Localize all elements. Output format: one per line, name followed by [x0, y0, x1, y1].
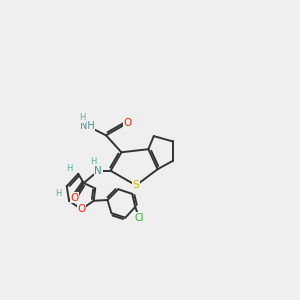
- Text: Cl: Cl: [134, 213, 144, 223]
- Text: O: O: [70, 193, 79, 203]
- Text: O: O: [123, 118, 132, 128]
- Text: N: N: [94, 166, 102, 176]
- Text: H: H: [91, 157, 97, 166]
- Text: H: H: [55, 189, 61, 198]
- Text: H: H: [79, 113, 85, 122]
- Text: S: S: [133, 180, 140, 190]
- Text: O: O: [77, 204, 86, 214]
- Text: NH: NH: [80, 121, 95, 131]
- Text: H: H: [66, 164, 72, 173]
